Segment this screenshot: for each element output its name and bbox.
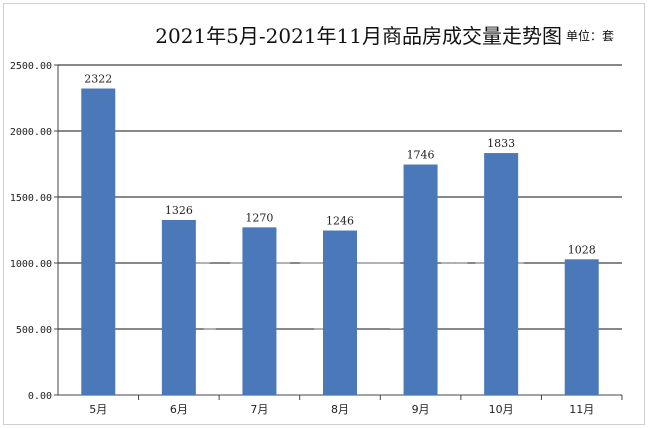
bar [242,227,277,395]
x-tick-label: 8月 [331,403,349,416]
x-tick-label: 10月 [489,403,514,416]
data-label: 1028 [568,243,596,256]
data-label: 2322 [84,72,112,85]
bar [403,164,438,395]
data-label: 1746 [407,149,435,162]
y-tick-label: 500.00 [16,325,52,336]
x-tick-label: 7月 [250,403,268,416]
x-tick-label: 9月 [412,403,430,416]
y-tick-label: 0.00 [28,391,52,402]
bar [323,230,357,395]
y-tick-label: 1500.00 [10,193,52,204]
data-label: 1246 [326,215,354,228]
data-label: 1270 [245,211,273,224]
y-tick-label: 1000.00 [10,259,52,270]
data-label: 1833 [487,137,515,150]
y-tick-label: 2000.00 [10,127,52,138]
x-tick-label: 6月 [170,403,188,416]
bar [81,88,116,395]
data-label: 1326 [165,204,193,217]
y-tick-label: 2500.00 [10,61,52,72]
chart-title: 2021年5月-2021年11月商品房成交量走势图 [155,24,562,48]
bar [564,259,599,395]
x-tick-label: 11月 [569,403,594,416]
bar [161,219,196,395]
x-tick-label: 5月 [89,403,107,416]
bar [484,153,519,395]
unit-label: 单位：套 [566,29,615,43]
